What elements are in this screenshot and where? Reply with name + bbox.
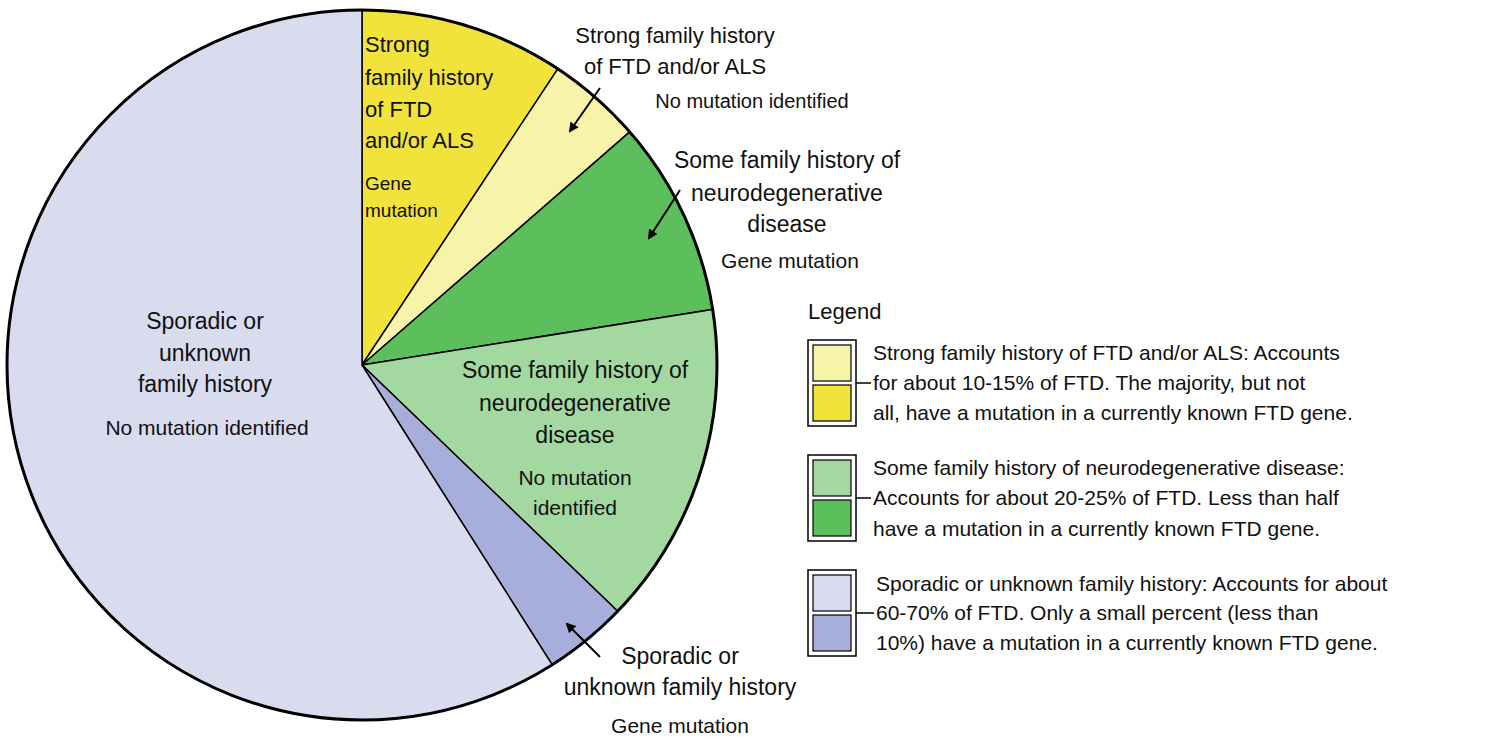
svg-text:disease: disease bbox=[747, 211, 826, 237]
svg-text:neurodegenerative: neurodegenerative bbox=[691, 180, 883, 206]
svg-text:Sporadic or: Sporadic or bbox=[146, 308, 264, 334]
svg-text:Gene: Gene bbox=[365, 173, 411, 194]
svg-text:family history: family history bbox=[138, 371, 273, 397]
svg-text:No mutation identified: No mutation identified bbox=[655, 90, 848, 112]
svg-text:Strong: Strong bbox=[365, 32, 430, 57]
svg-text:60-70% of FTD. Only a small pe: 60-70% of FTD. Only a small percent (les… bbox=[876, 601, 1318, 624]
svg-text:for about 10-15% of FTD. The m: for about 10-15% of FTD. The majority, b… bbox=[873, 371, 1305, 394]
svg-text:family history: family history bbox=[365, 65, 493, 90]
svg-text:Sporadic or unknown family his: Sporadic or unknown family history: Acco… bbox=[876, 572, 1387, 595]
svg-text:unknown family history: unknown family history bbox=[564, 674, 797, 700]
svg-text:identified: identified bbox=[533, 496, 617, 519]
svg-text:Strong family history: Strong family history bbox=[575, 23, 774, 48]
svg-text:disease: disease bbox=[535, 422, 614, 448]
svg-text:Sporadic or: Sporadic or bbox=[621, 643, 739, 669]
svg-text:Some family history of: Some family history of bbox=[462, 357, 689, 383]
svg-text:Gene mutation: Gene mutation bbox=[611, 714, 749, 737]
svg-text:all, have a mutation in a curr: all, have a mutation in a currently know… bbox=[873, 401, 1353, 424]
svg-text:Legend: Legend bbox=[808, 299, 881, 324]
svg-text:of FTD and/or ALS: of FTD and/or ALS bbox=[584, 54, 766, 79]
svg-text:Some family history of: Some family history of bbox=[674, 147, 901, 173]
svg-text:Some family history of neurode: Some family history of neurodegenerative… bbox=[873, 456, 1345, 479]
svg-text:have a mutation in a currently: have a mutation in a currently known FTD… bbox=[873, 517, 1320, 540]
svg-text:Strong family history of FTD a: Strong family history of FTD and/or ALS:… bbox=[873, 341, 1340, 364]
svg-text:neurodegenerative: neurodegenerative bbox=[479, 390, 671, 416]
svg-text:Accounts for about 20-25% of F: Accounts for about 20-25% of FTD. Less t… bbox=[873, 486, 1339, 509]
svg-text:No mutation: No mutation bbox=[518, 466, 631, 489]
svg-text:and/or ALS: and/or ALS bbox=[365, 128, 474, 153]
svg-text:No mutation identified: No mutation identified bbox=[105, 416, 308, 439]
svg-text:Gene mutation: Gene mutation bbox=[721, 249, 859, 272]
svg-text:10%) have a mutation in a curr: 10%) have a mutation in a currently know… bbox=[876, 631, 1378, 654]
svg-text:mutation: mutation bbox=[365, 200, 438, 221]
svg-text:of FTD: of FTD bbox=[365, 97, 432, 122]
svg-text:unknown: unknown bbox=[159, 340, 251, 366]
